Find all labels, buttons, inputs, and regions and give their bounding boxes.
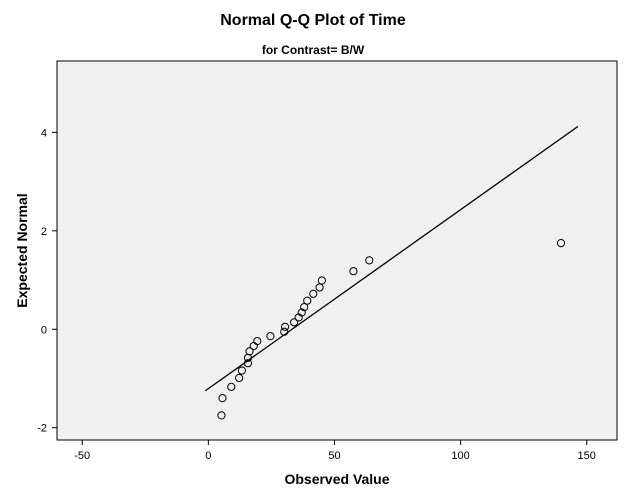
data-points	[217, 239, 566, 420]
plot-area	[56, 60, 618, 441]
data-point	[290, 318, 299, 327]
data-point	[227, 382, 236, 391]
data-point	[217, 411, 226, 420]
chart-title: Normal Q-Q Plot of Time	[220, 12, 406, 29]
data-point	[253, 336, 262, 346]
data-point	[280, 322, 290, 331]
data-point	[243, 353, 253, 362]
reference-line	[204, 125, 579, 392]
x-axis-title: Observed Value	[284, 471, 389, 487]
data-point	[245, 347, 254, 356]
x-axis: -50 0 50 100 150	[74, 440, 596, 462]
data-point	[317, 276, 326, 285]
y-axis: -2 0 2 4	[37, 127, 57, 435]
y-tick-label: 0	[41, 324, 47, 336]
data-point	[280, 327, 289, 336]
y-tick-label: 4	[41, 127, 47, 139]
x-tick-label: -50	[74, 450, 90, 462]
y-tick-label: -2	[37, 423, 47, 435]
data-point	[556, 239, 566, 248]
data-point	[297, 308, 306, 317]
chart-subtitle: for Contrast= B/W	[261, 43, 365, 57]
data-point	[243, 359, 253, 368]
x-tick-label: 50	[328, 450, 340, 462]
data-point	[235, 373, 244, 383]
data-point	[266, 332, 275, 341]
x-tick-label: 0	[205, 450, 211, 462]
data-point	[218, 394, 227, 403]
y-tick-label: 2	[41, 226, 47, 238]
data-point	[303, 296, 312, 305]
data-point	[365, 256, 374, 265]
x-tick-label: 150	[578, 450, 596, 462]
y-axis-title: Expected Normal	[14, 193, 30, 307]
data-point	[349, 267, 358, 276]
data-point	[237, 366, 247, 375]
x-tick-label: 100	[451, 450, 469, 462]
data-point	[309, 289, 318, 298]
data-point	[300, 303, 309, 312]
